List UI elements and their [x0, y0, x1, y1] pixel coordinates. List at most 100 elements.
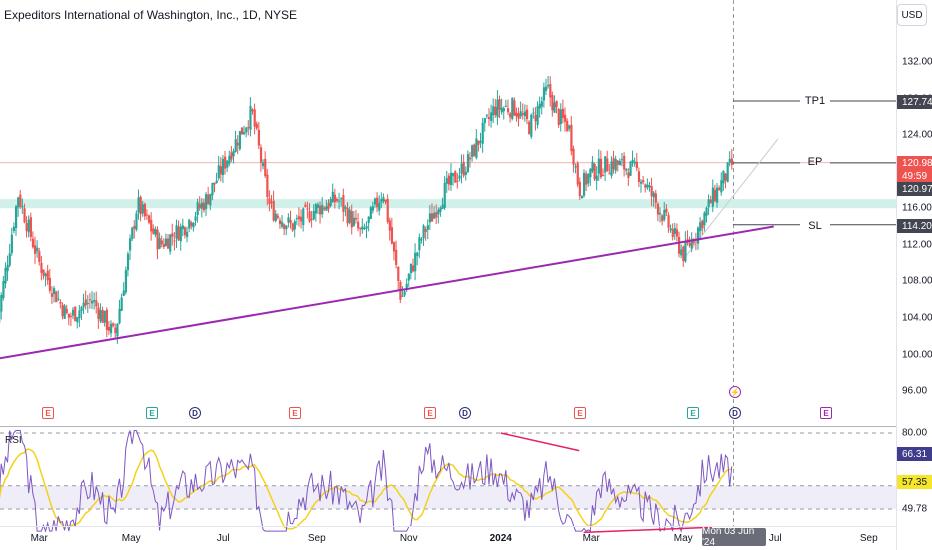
- candle-body: [650, 186, 653, 197]
- candle-body: [44, 273, 47, 277]
- time-tick-label: Mar: [582, 533, 600, 544]
- candle-body: [152, 228, 155, 234]
- candle-body: [549, 83, 552, 98]
- candle-body: [426, 225, 429, 230]
- candle-body: [25, 223, 28, 232]
- candle-body: [217, 165, 220, 179]
- time-tick-label: Jul: [768, 533, 782, 544]
- candle-body: [19, 194, 22, 207]
- candle-body: [274, 213, 277, 222]
- candle-body: [547, 84, 550, 87]
- candle-body: [532, 112, 535, 114]
- candle-body: [726, 162, 729, 182]
- price-tick-label: 116.00: [902, 202, 932, 214]
- candle-body: [80, 307, 83, 312]
- candle-body: [162, 244, 166, 248]
- candle-body: [659, 212, 662, 215]
- candle-body: [563, 114, 567, 122]
- candle-body: [454, 171, 457, 183]
- candle-body: [433, 212, 436, 219]
- candle-body: [648, 185, 651, 188]
- candle-body: [316, 204, 320, 208]
- rsi-panel: [0, 429, 896, 534]
- dividend-event-icon[interactable]: D: [729, 407, 741, 419]
- candle-body: [297, 216, 301, 220]
- candle-body: [357, 221, 360, 229]
- candle-body: [135, 213, 138, 230]
- candle-body: [637, 171, 641, 182]
- candle-body: [291, 223, 294, 231]
- candle-body: [561, 108, 565, 118]
- currency-button[interactable]: USD: [897, 4, 927, 26]
- candle-body: [504, 105, 508, 107]
- candle-body: [528, 121, 531, 135]
- candle-body: [682, 246, 685, 262]
- dividend-event-icon[interactable]: D: [189, 407, 201, 419]
- candle-body: [264, 158, 267, 177]
- last-price-tag: 120.98: [897, 156, 932, 170]
- candle-body: [6, 265, 9, 272]
- candle-body: [595, 175, 598, 181]
- earnings-event-icon[interactable]: E: [687, 407, 699, 419]
- candle-body: [475, 138, 478, 158]
- earnings-event-icon[interactable]: E: [289, 407, 301, 419]
- candle-body: [376, 197, 379, 208]
- candle-body: [530, 114, 533, 137]
- candle-body: [306, 208, 309, 210]
- candle-body: [591, 161, 594, 172]
- candle-body: [181, 225, 185, 230]
- candle-body: [447, 175, 451, 185]
- candle-body: [414, 252, 417, 272]
- candle-body: [724, 173, 727, 181]
- rsi-tick-label: 80.00: [902, 427, 928, 439]
- candle-body: [424, 229, 427, 233]
- candle-body: [620, 159, 624, 161]
- candle-body: [587, 174, 590, 184]
- candle-body: [82, 302, 85, 308]
- candle-body: [418, 237, 421, 251]
- candle-body: [513, 100, 516, 116]
- candle-body: [572, 148, 575, 165]
- candle-body: [574, 166, 577, 168]
- candle-body: [688, 242, 691, 246]
- support-zone: [0, 199, 896, 209]
- candle-body: [179, 226, 182, 242]
- candle-body: [63, 305, 66, 319]
- candle-body: [551, 95, 554, 111]
- candle-body: [699, 222, 702, 232]
- sl-label: SL: [808, 220, 822, 232]
- candle-body: [494, 106, 497, 116]
- price-tick-label: 112.00: [902, 239, 932, 251]
- earnings-event-icon[interactable]: E: [42, 407, 54, 419]
- earnings-event-icon[interactable]: E: [574, 407, 586, 419]
- candle-body: [211, 183, 214, 196]
- ep-label: EP: [807, 156, 823, 168]
- candle-body: [319, 205, 322, 215]
- candle-body: [126, 253, 130, 271]
- candle-body: [308, 211, 311, 222]
- candle-body: [321, 204, 324, 215]
- candle-body: [536, 106, 539, 125]
- time-tick-label: Mar: [30, 533, 48, 544]
- earnings-event-icon[interactable]: E: [146, 407, 158, 419]
- candle-body: [678, 236, 681, 254]
- earnings-event-icon[interactable]: E: [820, 407, 832, 419]
- split-event-icon[interactable]: ⚡: [729, 386, 741, 398]
- candle-body: [224, 156, 227, 169]
- sl-price-tag: 114.20: [897, 219, 932, 233]
- candle-body: [61, 304, 64, 317]
- candle-body: [675, 229, 679, 237]
- earnings-event-icon[interactable]: E: [424, 407, 436, 419]
- candle-body: [150, 219, 153, 232]
- candle-body: [667, 215, 670, 228]
- candle-body: [107, 326, 111, 331]
- candle-body: [278, 220, 282, 224]
- candle-body: [329, 199, 332, 206]
- candle-body: [0, 295, 3, 312]
- candle-body: [544, 86, 548, 91]
- candle-body: [631, 159, 634, 163]
- candle-body: [114, 327, 117, 333]
- candle-body: [411, 265, 415, 272]
- dividend-event-icon[interactable]: D: [459, 407, 471, 419]
